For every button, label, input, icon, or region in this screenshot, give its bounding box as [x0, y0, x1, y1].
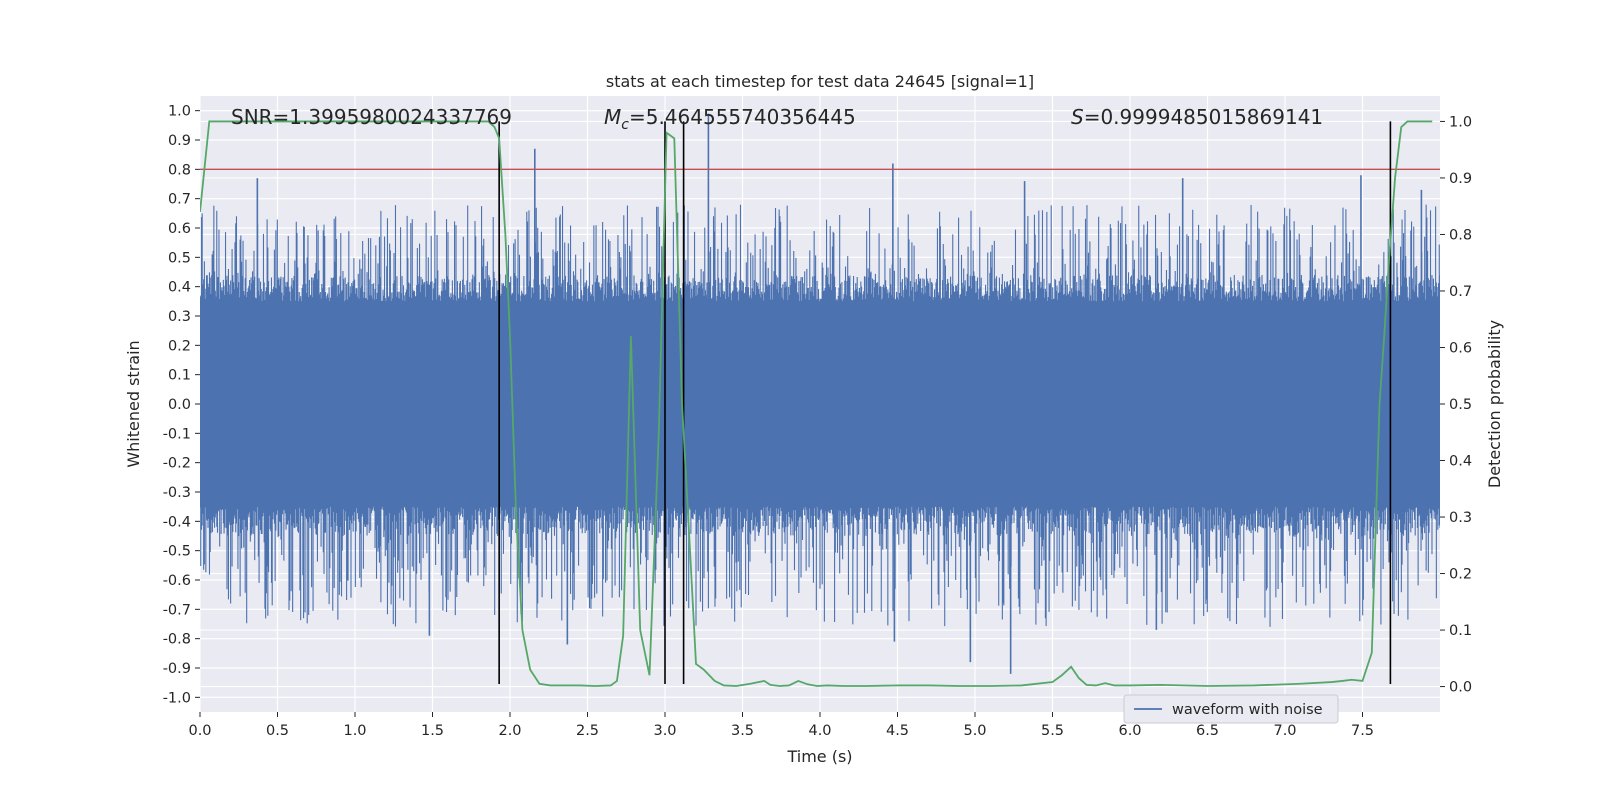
y-tick-label: 0.5 [168, 250, 191, 266]
y2-tick-label: 0.0 [1449, 680, 1472, 696]
y-tick-label: 0.9 [168, 133, 191, 149]
y2-tick-label: 0.1 [1449, 623, 1472, 639]
y2-axis-label: Detection probability [1485, 320, 1504, 488]
y-tick-label: -0.2 [163, 456, 191, 472]
y-tick-label: -0.1 [163, 426, 191, 442]
x-tick-label: 6.0 [1118, 723, 1141, 739]
x-tick-label: 4.5 [886, 723, 909, 739]
legend-label-waveform: waveform with noise [1172, 702, 1323, 718]
y-tick-labels: 1.0 0.9 0.8 0.7 0.6 0.5 0.4 0.3 0.2 0.1 0.0 -0.1 -0.… [163, 104, 200, 706]
y-tick-label: 0.2 [168, 338, 191, 354]
x-axis-label: Time (s) [786, 747, 852, 766]
y-tick-label: -0.5 [163, 544, 191, 560]
x-tick-label: 7.5 [1351, 723, 1374, 739]
series-waveform-with-noise [200, 113, 1440, 674]
chart-title: stats at each timestep for test data 246… [606, 72, 1034, 91]
legend-box [1123, 694, 1339, 724]
x-tick-label: 1.0 [343, 723, 366, 739]
y-tick-label: -1.0 [163, 690, 191, 706]
y-tick-label: -0.3 [163, 485, 191, 501]
waveform-core-band [200, 301, 1440, 507]
y-tick-label: 0.4 [168, 280, 191, 296]
y-tick-label: -0.4 [163, 514, 191, 530]
x-tick-label: 1.5 [421, 723, 444, 739]
annotation-chirp-mass-symbol: M [604, 105, 621, 129]
annotation-s: S=0.9999485015869141 [1071, 105, 1323, 129]
annotation-chirp-mass-value: =5.464555740356445 [629, 105, 856, 129]
x-tick-label: 3.5 [731, 723, 754, 739]
y2-tick-labels: 1.0 0.9 0.8 0.7 0.6 0.5 0.4 0.3 0.2 0.1 0.0 [1440, 114, 1472, 696]
x-tick-label: 5.0 [963, 723, 986, 739]
y-tick-label: 0.8 [168, 162, 191, 178]
y-tick-label: 0.3 [168, 309, 191, 325]
x-tick-labels: 0.0 0.5 1.0 1.5 2.0 2.5 3.0 3.5 4.0 4.5 5.0 5.5 6.0 6… [188, 712, 1374, 739]
y-tick-label: 0.6 [168, 221, 191, 237]
y2-tick-label: 0.7 [1449, 284, 1472, 300]
x-tick-label: 2.0 [498, 723, 521, 739]
x-tick-label: 0.0 [188, 723, 211, 739]
y-tick-label: -0.8 [163, 632, 191, 648]
series-detection-probability [200, 120, 1433, 687]
annotation-s-value: =0.9999485015869141 [1084, 105, 1323, 129]
x-tick-label: 4.0 [808, 723, 831, 739]
y-tick-label: 1.0 [168, 104, 191, 120]
y2-tick-label: 0.2 [1449, 567, 1472, 583]
y-tick-label: -0.6 [163, 573, 191, 589]
y-axis-label: Whitened strain [124, 340, 143, 467]
annotation-snr: SNR=1.3995980024337769 [231, 105, 512, 129]
annotation-chirp-mass: Mc=5.464555740356445 [604, 105, 856, 133]
y2-tick-label: 0.5 [1449, 397, 1472, 413]
x-tick-label: 5.5 [1041, 723, 1064, 739]
y2-tick-label: 0.3 [1449, 510, 1472, 526]
legend: waveform with noise [1123, 694, 1339, 724]
x-tick-label: 2.5 [576, 723, 599, 739]
y2-tick-label: 0.8 [1449, 227, 1472, 243]
y-tick-label: 0.7 [168, 192, 191, 208]
y-tick-label: -0.9 [163, 661, 191, 677]
annotation-s-symbol: S [1071, 105, 1084, 129]
x-tick-label: 6.5 [1196, 723, 1219, 739]
y2-tick-label: 0.6 [1449, 340, 1472, 356]
x-tick-label: 0.5 [266, 723, 289, 739]
x-tick-label: 7.0 [1273, 723, 1296, 739]
detection-probability-line [200, 120, 1433, 687]
y2-tick-label: 0.4 [1449, 454, 1472, 470]
y2-tick-label: 0.9 [1449, 171, 1472, 187]
y-tick-label: 0.1 [168, 368, 191, 384]
x-tick-label: 3.0 [653, 723, 676, 739]
y-tick-label: -0.7 [163, 602, 191, 618]
y2-tick-label: 1.0 [1449, 114, 1472, 130]
y-tick-label: 0.0 [168, 397, 191, 413]
annotation-chirp-mass-subscript: c [621, 117, 629, 133]
